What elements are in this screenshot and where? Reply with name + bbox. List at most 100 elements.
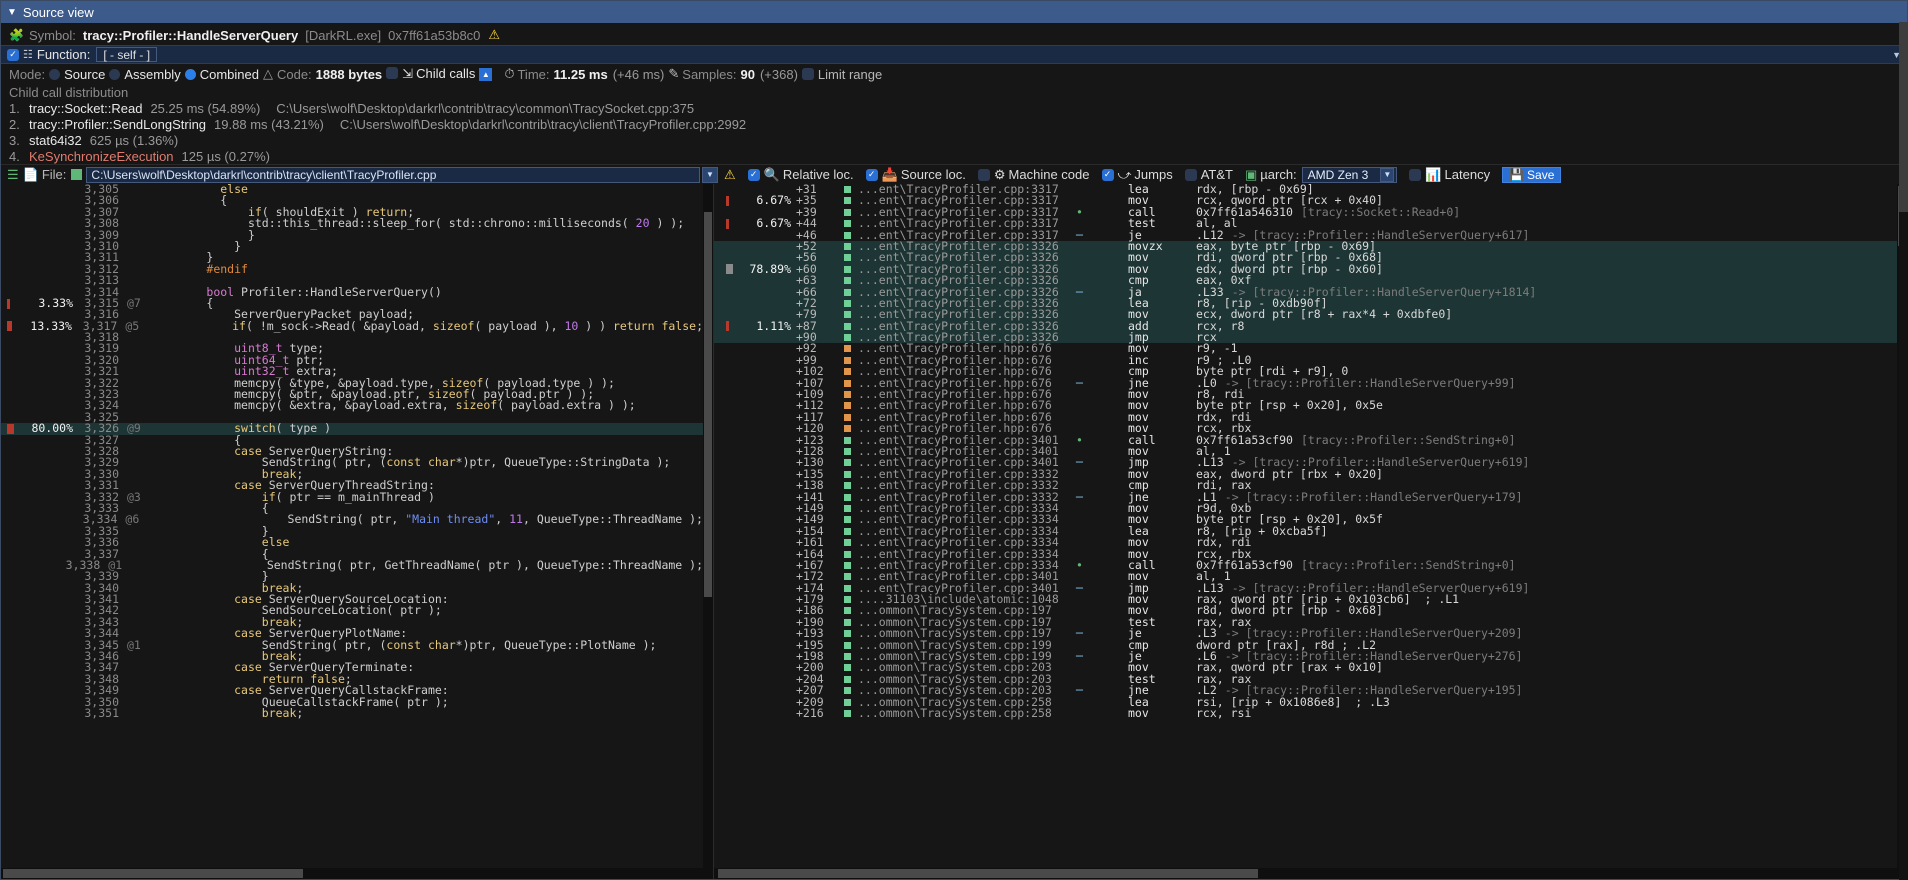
asm-source-location[interactable]: ...ent\TracyProfiler.hpp:676 bbox=[858, 409, 1052, 424]
source-line[interactable]: 3,346 break; bbox=[1, 650, 703, 662]
asm-source-location[interactable]: ...ent\TracyProfiler.cpp:3317 bbox=[858, 193, 1059, 208]
source-line[interactable]: 3,332 @3 if( ptr == m_mainThread ) bbox=[1, 491, 703, 503]
asm-source-location[interactable]: ...ent\TracyProfiler.cpp:3326 bbox=[858, 250, 1059, 265]
asm-source-location[interactable]: ...ent\TracyProfiler.cpp:3334 bbox=[858, 523, 1059, 538]
asm-source-location[interactable]: ...ent\TracyProfiler.cpp:3326 bbox=[858, 307, 1059, 322]
source-line[interactable]: 3,313 bbox=[1, 274, 703, 286]
asm-source-location[interactable]: ....31103\include\atomic:1048 bbox=[858, 592, 1059, 607]
machine-code-checkbox[interactable] bbox=[977, 168, 990, 181]
latency-toggle[interactable]: 📊 Latency bbox=[1409, 167, 1490, 183]
source-line[interactable]: 3,306 { bbox=[1, 194, 703, 206]
source-line[interactable]: 3,327 { bbox=[1, 434, 703, 446]
symbol-name[interactable]: tracy::Profiler::HandleServerQuery bbox=[82, 27, 299, 43]
assembly-line[interactable]: +117 ...ent\TracyProfiler.hpp:676 mov rdx, … bbox=[714, 409, 1897, 424]
source-loc-checkbox[interactable]: ✓ bbox=[865, 168, 878, 181]
assembly-horizontal-scrollbar[interactable] bbox=[714, 868, 1897, 879]
source-code-area[interactable]: 3,305 else 3,306 {3,307 if( shouldExit ) … bbox=[1, 184, 703, 867]
asm-source-location[interactable]: ...ent\TracyProfiler.cpp:3334 bbox=[858, 535, 1059, 550]
asm-source-location[interactable]: ...ent\TracyProfiler.cpp:3334 bbox=[858, 546, 1059, 561]
assembly-line[interactable]: +164 ...ent\TracyProfiler.cpp:3334 mov rcx,… bbox=[714, 546, 1897, 561]
asm-source-location[interactable]: ...ent\TracyProfiler.cpp:3317 bbox=[858, 184, 1059, 196]
asm-source-location[interactable]: ...ent\TracyProfiler.cpp:3332 bbox=[858, 466, 1059, 481]
asm-source-location[interactable]: ...ent\TracyProfiler.cpp:3326 bbox=[858, 318, 1059, 333]
child-call-name[interactable]: KeSynchronizeExecution bbox=[29, 148, 174, 164]
asm-source-location[interactable]: ...ommon\TracySystem.cpp:258 bbox=[858, 694, 1052, 709]
assembly-line[interactable]: +135 ...ent\TracyProfiler.cpp:3332 mov eax,… bbox=[714, 466, 1897, 481]
limit-range-toggle[interactable]: Limit range bbox=[801, 67, 882, 82]
source-line[interactable]: 3,334 @6 SendString( ptr, "Main thread", … bbox=[1, 513, 703, 525]
asm-source-location[interactable]: ...ent\TracyProfiler.cpp:3401 bbox=[858, 432, 1059, 447]
asm-source-location[interactable]: ...ommon\TracySystem.cpp:203 bbox=[858, 660, 1052, 675]
source-line[interactable]: 3,314 bool Profiler::HandleServerQuery() bbox=[1, 286, 703, 298]
assembly-line[interactable]: +161 ...ent\TracyProfiler.cpp:3334 mov rdx,… bbox=[714, 535, 1897, 550]
asm-source-location[interactable]: ...ent\TracyProfiler.hpp:676 bbox=[858, 364, 1052, 379]
chevron-down-icon[interactable]: ▼ bbox=[1892, 49, 1901, 60]
asm-source-location[interactable]: ...ommon\TracySystem.cpp:203 bbox=[858, 671, 1052, 686]
assembly-line[interactable]: +193 ...ommon\TracySystem.cpp:197 ─ je .L3 ->… bbox=[714, 626, 1897, 641]
source-line[interactable]: 3,307 if( shouldExit ) return; bbox=[1, 206, 703, 218]
asm-source-location[interactable]: ...ent\TracyProfiler.hpp:676 bbox=[858, 421, 1052, 436]
assembly-line[interactable]: +200 ...ommon\TracySystem.cpp:203 mov rax, … bbox=[714, 660, 1897, 675]
assembly-line[interactable]: +102 ...ent\TracyProfiler.hpp:676 cmp byte … bbox=[714, 364, 1897, 379]
source-line[interactable]: 13.33% 3,317 @5 if( !m_sock->Read( &payloa… bbox=[1, 320, 703, 332]
uarch-dropdown-icon[interactable]: ▼ bbox=[1380, 167, 1395, 182]
machine-code-toggle[interactable]: ⚙ Machine code bbox=[977, 167, 1090, 183]
source-line[interactable]: 3,309 } bbox=[1, 229, 703, 241]
child-call-name[interactable]: stat64i32 bbox=[29, 132, 82, 148]
asm-source-location[interactable]: ...ent\TracyProfiler.cpp:3317 bbox=[858, 204, 1059, 219]
source-line[interactable]: 3,350 QueueCallstackFrame( ptr ); bbox=[1, 696, 703, 708]
source-line[interactable]: 3,345 @1 SendString( ptr, (const char*)pt… bbox=[1, 639, 703, 651]
asm-source-location[interactable]: ...ent\TracyProfiler.cpp:3332 bbox=[858, 478, 1059, 493]
source-line[interactable]: 80.00% 3,326 @9 switch( type ) bbox=[1, 422, 703, 435]
window-titlebar[interactable]: ▼ Source view bbox=[1, 1, 1907, 23]
assembly-line[interactable]: +123 ...ent\TracyProfiler.cpp:3401 • call 0x… bbox=[714, 432, 1897, 447]
assembly-line[interactable]: +31 ...ent\TracyProfiler.cpp:3317 lea rdx, … bbox=[714, 184, 1897, 195]
jumps-checkbox[interactable]: ✓ bbox=[1101, 168, 1114, 181]
att-checkbox[interactable] bbox=[1184, 168, 1197, 181]
asm-source-location[interactable]: ...ent\TracyProfiler.cpp:3326 bbox=[858, 238, 1059, 253]
asm-source-location[interactable]: ...ent\TracyProfiler.cpp:3317 bbox=[858, 216, 1059, 231]
source-line[interactable]: 3,339 } bbox=[1, 570, 703, 582]
source-line[interactable]: 3,341 case ServerQuerySourceLocation: bbox=[1, 593, 703, 605]
assembly-line[interactable]: +109 ...ent\TracyProfiler.hpp:676 mov r8, r… bbox=[714, 388, 1897, 400]
source-line[interactable]: 3,336 else bbox=[1, 536, 703, 548]
source-line[interactable]: 3,337 { bbox=[1, 548, 703, 560]
source-line[interactable]: 3,328 case ServerQueryString: bbox=[1, 445, 703, 457]
child-call-row[interactable]: 4. KeSynchronizeExecution 125 µs (0.27%) bbox=[1, 148, 1907, 164]
assembly-line[interactable]: +46 ...ent\TracyProfiler.cpp:3317 ─ je .L12-… bbox=[714, 229, 1897, 241]
source-line[interactable]: 3,343 break; bbox=[1, 616, 703, 628]
assembly-line[interactable]: +72 ...ent\TracyProfiler.cpp:3326 lea r8, [… bbox=[714, 297, 1897, 310]
source-line[interactable]: 3,330 break; bbox=[1, 468, 703, 480]
source-line[interactable]: 3,348 return false; bbox=[1, 673, 703, 685]
mode-option-combined[interactable]: Combined bbox=[184, 67, 259, 82]
asm-source-location[interactable]: ...ommon\TracySystem.cpp:203 bbox=[858, 683, 1052, 698]
source-line[interactable]: 3,344 case ServerQueryPlotName: bbox=[1, 627, 703, 639]
assembly-line[interactable]: +209 ...ommon\TracySystem.cpp:258 lea rsi, … bbox=[714, 694, 1897, 709]
asm-source-location[interactable]: ...ommon\TracySystem.cpp:197 bbox=[858, 614, 1052, 629]
assembly-line[interactable]: +63 ...ent\TracyProfiler.cpp:3326 cmp eax, … bbox=[714, 274, 1897, 287]
source-loc-toggle[interactable]: ✓ 📥 Source loc. bbox=[865, 167, 966, 183]
source-line[interactable]: 3,305 else bbox=[1, 184, 703, 195]
asm-source-location[interactable]: ...ent\TracyProfiler.cpp:3401 bbox=[858, 455, 1059, 470]
assembly-line[interactable]: +186 ...ommon\TracySystem.cpp:197 mov r8d, … bbox=[714, 604, 1897, 616]
relative-loc-toggle[interactable]: ✓ 🔍 Relative loc. bbox=[747, 167, 854, 183]
asm-source-location[interactable]: ...ommon\TracySystem.cpp:197 bbox=[858, 626, 1052, 641]
assembly-line[interactable]: +149 ...ent\TracyProfiler.cpp:3334 mov byte… bbox=[714, 513, 1897, 525]
assembly-line[interactable]: +66 ...ent\TracyProfiler.cpp:3326 ─ ja .L33-… bbox=[714, 286, 1897, 298]
source-line[interactable]: 3,347 case ServerQueryTerminate: bbox=[1, 661, 703, 673]
assembly-line[interactable]: +204 ...ommon\TracySystem.cpp:203 test rax,… bbox=[714, 671, 1897, 686]
source-line[interactable]: 3,308 std::this_thread::sleep_for( std::… bbox=[1, 217, 703, 229]
assembly-line[interactable]: +90 ...ent\TracyProfiler.cpp:3326 jmp rcx bbox=[714, 331, 1897, 344]
asm-source-location[interactable]: ...ommon\TracySystem.cpp:258 bbox=[858, 705, 1052, 720]
asm-source-location[interactable]: ...ent\TracyProfiler.hpp:676 bbox=[858, 398, 1052, 413]
source-line[interactable]: 3,342 SendSourceLocation( ptr ); bbox=[1, 604, 703, 616]
mode-option-assembly[interactable]: Assembly bbox=[109, 67, 181, 82]
assembly-line[interactable]: +141 ...ent\TracyProfiler.cpp:3332 ─ jne .L1… bbox=[714, 491, 1897, 503]
child-call-row[interactable]: 1. tracy::Socket::Read 25.25 ms (54.89%) C:… bbox=[1, 100, 1907, 116]
source-line[interactable]: 3,316 ServerQueryPacket payload; bbox=[1, 308, 703, 320]
asm-source-location[interactable]: ...ent\TracyProfiler.cpp:3326 bbox=[858, 261, 1059, 276]
assembly-line[interactable]: +172 ...ent\TracyProfiler.cpp:3401 mov al, … bbox=[714, 570, 1897, 582]
toolbar-warning-icon[interactable]: ⚠ bbox=[724, 166, 736, 182]
assembly-line[interactable]: +149 ...ent\TracyProfiler.cpp:3334 mov r9d,… bbox=[714, 502, 1897, 514]
assembly-line[interactable]: 78.89% +60 ...ent\TracyProfiler.cpp:3326 mo… bbox=[714, 261, 1897, 276]
